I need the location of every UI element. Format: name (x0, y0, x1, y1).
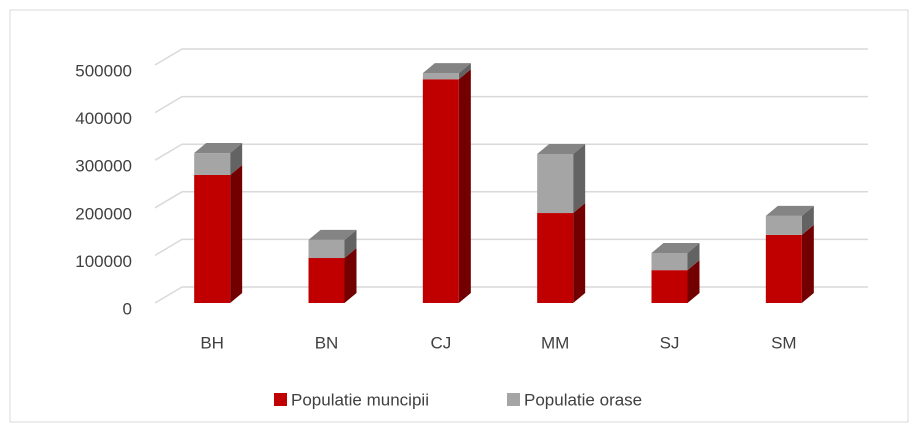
bar-side (344, 229, 357, 259)
legend-label: Populatie orase (524, 390, 642, 409)
bar-side (687, 260, 700, 303)
grid-line (154, 286, 868, 304)
x-tick-label: MM (541, 333, 569, 352)
bar (422, 73, 459, 80)
grid-line (154, 238, 868, 257)
y-tick-label: 100000 (75, 252, 132, 271)
bar-side (801, 224, 814, 303)
bar-top (537, 144, 586, 155)
bar (194, 153, 231, 175)
bar-side (458, 63, 471, 80)
y-tick-label: 400000 (75, 109, 132, 128)
bar (537, 154, 574, 214)
bar-top (651, 243, 700, 254)
x-tick-label: SJ (660, 333, 680, 352)
bar (308, 239, 345, 259)
bar-side (801, 205, 814, 235)
x-tick-label: BH (200, 333, 224, 352)
bar-top (422, 63, 471, 74)
bar (651, 270, 688, 303)
bar (537, 213, 574, 303)
legend-swatch (507, 393, 520, 406)
bar (651, 253, 688, 271)
bar-side (344, 248, 357, 303)
x-tick-label: CJ (430, 333, 451, 352)
legend-label: Populatie muncipii (291, 390, 429, 409)
bar (765, 215, 802, 235)
legend-swatch (274, 393, 287, 406)
y-tick-label: 500000 (75, 61, 132, 80)
grid-line (154, 48, 868, 66)
bar-top (308, 229, 357, 240)
bar (422, 79, 459, 303)
bar-side (230, 143, 243, 175)
bar-side (230, 164, 243, 303)
bar-side (687, 243, 700, 271)
bar-side (458, 69, 471, 303)
x-tick-label: SM (771, 333, 797, 352)
bar-top (194, 143, 243, 154)
bar (765, 234, 802, 303)
y-tick-label: 300000 (75, 157, 132, 176)
grid-line (154, 191, 868, 209)
grid-line (154, 143, 868, 161)
bar (308, 258, 345, 303)
bar-top (765, 205, 814, 216)
x-tick-label: BN (315, 333, 339, 352)
y-tick-label: 0 (123, 299, 132, 318)
y-tick-label: 200000 (75, 204, 132, 223)
grid-line (154, 95, 868, 114)
bar-side (573, 203, 586, 303)
bar-side (573, 144, 586, 214)
bar (194, 174, 231, 303)
